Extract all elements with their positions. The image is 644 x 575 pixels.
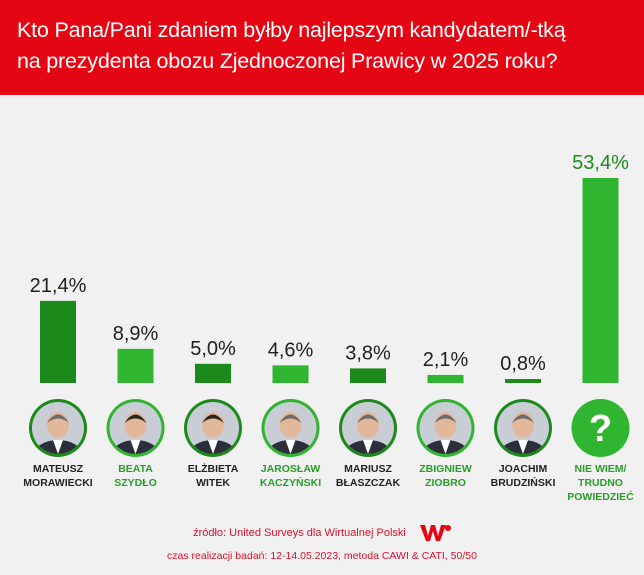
value-label-4: 3,8% [345, 342, 391, 364]
value-label-2: 5,0% [190, 338, 236, 360]
portrait-photo-icon [261, 399, 320, 457]
value-label-6: 0,8% [500, 353, 546, 375]
category-label-3-0: JAROSŁAW [261, 463, 321, 475]
title-line-1: Kto Pana/Pani zdaniem byłby najlepszym k… [17, 18, 566, 42]
title-line-2: na prezydenta obozu Zjednoczonej Prawicy… [17, 49, 558, 73]
bar-4 [350, 368, 386, 383]
category-label-4-1: BŁASZCZAK [336, 477, 401, 489]
value-label-3: 4,6% [268, 339, 314, 361]
category-label-0-0: MATEUSZ [33, 463, 84, 475]
category-label-7-0: NIE WIEM/ [575, 463, 627, 475]
value-label-5: 2,1% [423, 349, 469, 371]
portrait-photo-icon [494, 399, 552, 457]
category-label-2-1: WITEK [196, 477, 230, 489]
value-label-0: 21,4% [30, 275, 87, 297]
source-row: źródło: United Surveys dla Wirtualnej Po… [0, 523, 644, 543]
category-label-4-0: MARIUSZ [344, 463, 392, 475]
value-label-7: 53,4% [572, 152, 629, 174]
bar-7 [582, 178, 619, 383]
source-text: źródło: United Surveys dla Wirtualnej Po… [193, 527, 406, 539]
portrait-photo-icon [184, 399, 242, 457]
header-banner: Kto Pana/Pani zdaniem byłby najlepszym k… [0, 0, 644, 95]
bar-0 [40, 300, 76, 383]
portrait-photo-icon [106, 399, 165, 457]
category-label-6-0: JOACHIM [499, 463, 548, 475]
wp-logo-icon [419, 525, 451, 541]
category-label-7-1: TRUDNO [578, 477, 623, 489]
bar-chart: 21,4% MATEUSZ MORAWIECKI 8,9% BEATA SZYDŁO 5,0… [23, 152, 634, 503]
value-label-1: 8,9% [113, 323, 159, 345]
bar-3 [272, 365, 309, 383]
category-label-0-1: MORAWIECKI [23, 477, 92, 489]
bar-1 [117, 348, 154, 383]
category-label-7-2: POWIEDZIEĆ [567, 490, 634, 503]
chart-title: Kto Pana/Pani zdaniem byłby najlepszym k… [17, 15, 632, 77]
question-mark-icon: ? [571, 399, 630, 457]
category-label-3-1: KACZYŃSKI [260, 476, 321, 489]
bar-5 [427, 374, 464, 383]
portrait-photo-icon [416, 399, 475, 457]
portrait-photo-icon [29, 399, 87, 457]
survey-meta: czas realizacji badań: 12-14.05.2023, me… [167, 550, 477, 562]
category-label-5-0: ZBIGNIEW [419, 463, 472, 475]
bar-6 [505, 379, 541, 383]
category-label-2-0: ELŻBIETA [188, 462, 239, 475]
category-label-1-0: BEATA [118, 463, 153, 475]
category-label-5-1: ZIOBRO [425, 477, 466, 489]
category-label-1-1: SZYDŁO [114, 477, 157, 489]
category-label-6-1: BRUDZIŃSKI [491, 476, 556, 489]
portrait-photo-icon [339, 399, 397, 457]
bar-2 [195, 363, 231, 383]
svg-text:?: ? [589, 408, 612, 450]
